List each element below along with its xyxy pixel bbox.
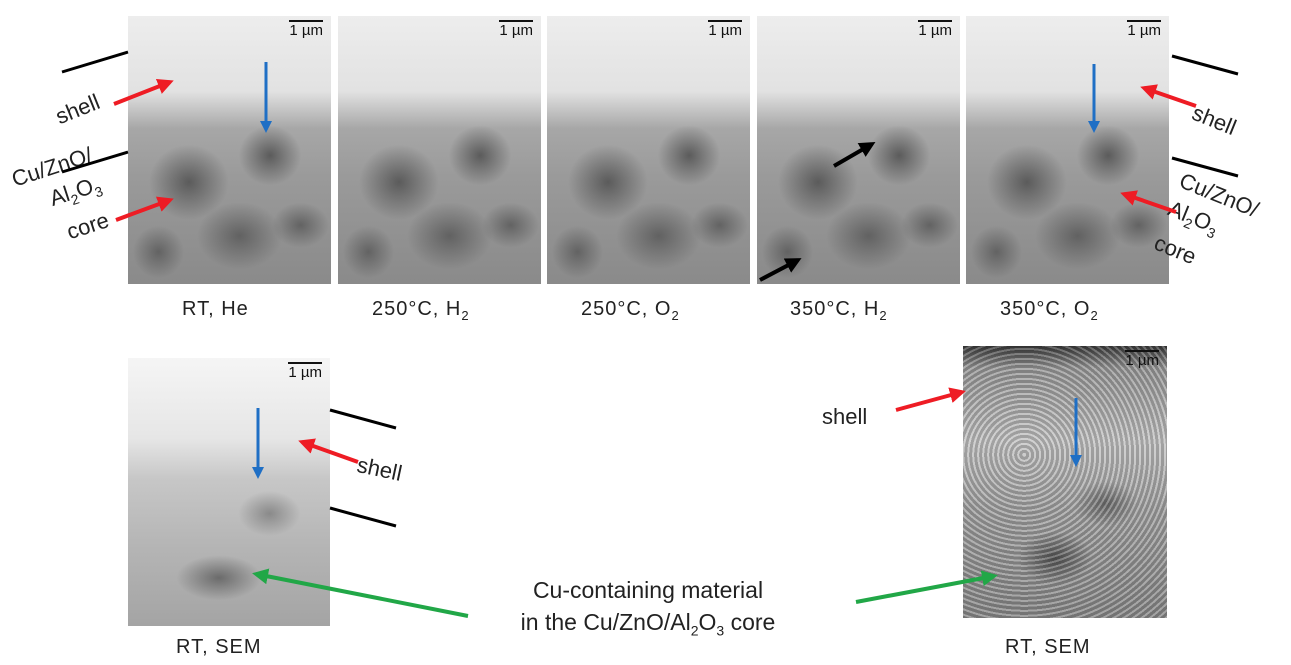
scale-bar: 1 µm [1125, 350, 1159, 369]
panel-label-rt-sem-right: RT, SEM [1005, 636, 1091, 658]
micrograph-panel-250-o2: 1 µm [547, 16, 750, 284]
red-arrow-shell-bottom-left [298, 438, 359, 464]
boundary-line [1171, 54, 1239, 76]
scale-bar: 1 µm [1127, 20, 1161, 39]
panel-label-350-h2: 350°C, H2 [790, 298, 888, 323]
micrograph-panel-rt-he: 1 µm [128, 16, 331, 284]
red-arrow-shell-top-left [113, 78, 174, 106]
scale-bar: 1 µm [499, 20, 533, 39]
panel-label-rt-he: RT, He [182, 298, 249, 320]
green-arrow-right [855, 570, 998, 604]
panel-label-250-h2: 250°C, H2 [372, 298, 470, 323]
boundary-line [329, 506, 397, 528]
micrograph-panel-250-h2: 1 µm [338, 16, 541, 284]
boundary-line [1171, 156, 1239, 178]
black-arrow-upper [832, 141, 876, 168]
scale-bar: 1 µm [288, 362, 322, 381]
scale-bar: 1 µm [708, 20, 742, 39]
scale-bar: 1 µm [289, 20, 323, 39]
red-arrow-core-top-left [115, 196, 174, 222]
green-arrow-left [252, 568, 469, 618]
panel-label-rt-sem-left: RT, SEM [176, 636, 262, 658]
panel-label-250-o2: 250°C, O2 [581, 298, 680, 323]
boundary-line [329, 408, 397, 430]
micrograph-panel-350-o2: 1 µm [966, 16, 1169, 284]
black-arrow-lower [759, 258, 802, 282]
scale-bar: 1 µm [918, 20, 952, 39]
red-arrow-core-top-right [1120, 190, 1177, 214]
boundary-line [61, 50, 129, 74]
boundary-line [61, 150, 129, 174]
caption-cu-containing-material: Cu-containing material in the Cu/ZnO/Al2… [520, 577, 776, 639]
annotation-shell-bottom-right: shell [822, 404, 868, 429]
micrograph-panel-350-h2: 1 µm [757, 16, 960, 284]
red-arrow-shell-top-right [1140, 84, 1197, 108]
panel-label-350-o2: 350°C, O2 [1000, 298, 1099, 323]
red-arrow-shell-bottom-right [895, 387, 966, 412]
